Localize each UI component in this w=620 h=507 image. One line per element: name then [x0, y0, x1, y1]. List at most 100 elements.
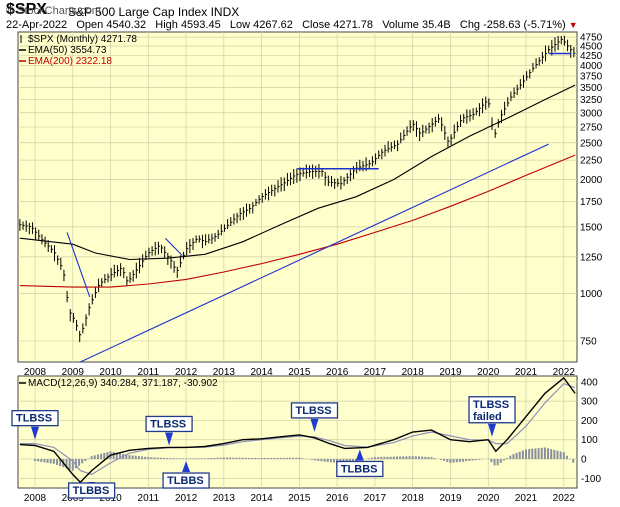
- trendline: [80, 143, 549, 363]
- macd-histogram-bar: [471, 459, 474, 461]
- high-label: High: [155, 19, 178, 31]
- macd-histogram-bar: [232, 457, 235, 460]
- macd-histogram-bar: [543, 447, 546, 460]
- macd-histogram-bar: [458, 459, 461, 462]
- macd-histogram-bar: [389, 456, 392, 460]
- macd-histogram-bar: [185, 458, 188, 460]
- macd-histogram-bar: [537, 448, 540, 460]
- macd-x-tick: 2008: [24, 493, 47, 504]
- annotation-label: TLBSS failed: [473, 399, 509, 423]
- macd-line: [19, 376, 576, 484]
- macd-histogram-bar: [348, 459, 351, 462]
- price-x-tick: 2019: [439, 367, 462, 378]
- price-y-tick: 4000: [580, 61, 603, 72]
- price-x-tick: 2014: [250, 367, 273, 378]
- macd-histogram-bar: [248, 457, 251, 460]
- price-y-tick: 1750: [580, 197, 603, 208]
- price-x-tick: 2013: [213, 367, 236, 378]
- macd-y-tick: 0: [581, 455, 587, 466]
- macd-histogram-bar: [443, 459, 446, 461]
- macd-histogram-bar: [301, 458, 304, 460]
- macd-histogram-bar: [144, 456, 147, 460]
- macd-histogram-bar: [169, 458, 172, 460]
- macd-histogram-bar: [46, 459, 49, 463]
- macd-histogram-bar: [150, 457, 153, 460]
- change-label: Chg: [459, 19, 481, 31]
- annotation-box: [68, 482, 116, 499]
- macd-histogram-bar: [288, 457, 291, 460]
- price-legend-item: $SPX (Monthly) 4271.78: [28, 34, 137, 45]
- annotation-box: [336, 460, 384, 478]
- macd-histogram-bar: [78, 459, 81, 466]
- high-value: 4593.45: [180, 19, 221, 31]
- macd-histogram-bar: [326, 459, 329, 462]
- macd-histogram-bar: [455, 459, 458, 463]
- annotation-arrow-icon: [355, 449, 364, 461]
- annotation-arrow-icon: [182, 461, 191, 473]
- macd-y-tick: 100: [581, 435, 598, 446]
- macd-histogram-bar: [421, 456, 424, 460]
- macd-histogram-bar: [33, 459, 36, 461]
- macd-x-tick: 2011: [138, 493, 160, 504]
- macd-histogram-bar: [59, 459, 62, 467]
- annotation-arrow-icon: [30, 426, 39, 440]
- price-panel: 750 1000 1250 1500 1750 2000 2250 2500 2750 3000 3…: [17, 31, 603, 378]
- macd-histogram-bar: [68, 459, 71, 470]
- macd-histogram-bar: [197, 458, 200, 460]
- macd-histogram-bar: [49, 459, 52, 464]
- macd-histogram-bar: [509, 455, 512, 460]
- low-label: Low: [229, 19, 251, 31]
- macd-histogram-bar: [367, 458, 370, 460]
- price-x-tick: 2020: [477, 367, 500, 378]
- macd-histogram-bar: [496, 459, 499, 466]
- macd-histogram-bar: [499, 459, 502, 463]
- macd-histogram-bar: [474, 459, 477, 461]
- macd-histogram-bar: [188, 458, 191, 460]
- macd-x-tick: 2015: [288, 493, 311, 504]
- macd-histogram-bar: [37, 459, 40, 462]
- macd-histogram-bar: [550, 449, 553, 460]
- macd-histogram-bar: [276, 457, 279, 460]
- macd-histogram-bar: [323, 459, 326, 462]
- macd-histogram-bar: [314, 459, 317, 461]
- macd-histogram-bar: [462, 459, 465, 462]
- annotation-label: TLBBS: [167, 475, 204, 487]
- annotation-label: TLBBS: [73, 485, 110, 497]
- macd-histogram-bar: [525, 449, 528, 460]
- macd-x-tick: 2013: [213, 493, 236, 504]
- macd-histogram-bar: [147, 457, 150, 460]
- macd-histogram-bar: [175, 458, 178, 460]
- macd-histogram-bar: [112, 451, 115, 460]
- macd-histogram-bar: [254, 457, 257, 460]
- price-y-tick: 2000: [580, 175, 603, 186]
- macd-histogram-bar: [427, 456, 430, 460]
- macd-histogram-bar: [200, 458, 203, 460]
- price-x-tick: 2011: [138, 367, 160, 378]
- price-x-tick: 2021: [515, 367, 538, 378]
- macd-histogram-bar: [565, 455, 568, 460]
- annotation-arrow-icon: [488, 423, 497, 437]
- macd-histogram-bar: [166, 458, 169, 460]
- macd-histogram-bar: [134, 455, 137, 460]
- macd-histogram-bar: [257, 458, 260, 460]
- price-y-tick: 3250: [580, 95, 603, 106]
- macd-x-tick: 2016: [326, 493, 349, 504]
- price-x-tick: 2010: [99, 367, 122, 378]
- macd-histogram-bar: [452, 459, 455, 463]
- macd-histogram-bar: [194, 458, 197, 460]
- macd-histogram-bar: [100, 453, 103, 460]
- security-full-name: S&P 500 Large Cap Index: [68, 5, 208, 19]
- macd-histogram-bar: [383, 456, 386, 460]
- macd-histogram-bar: [559, 451, 562, 460]
- price-y-tick: 750: [580, 336, 597, 347]
- macd-histogram-bar: [238, 457, 241, 460]
- macd-histogram-bar: [52, 459, 55, 464]
- macd-histogram-bar: [373, 457, 376, 460]
- macd-histogram-bar: [402, 456, 405, 460]
- macd-histogram-bar: [159, 457, 162, 460]
- macd-histogram-bar: [260, 458, 263, 460]
- price-x-tick: 2009: [62, 367, 85, 378]
- macd-histogram-bar: [295, 457, 298, 460]
- macd-histogram-bar: [244, 457, 247, 460]
- annotation-label: TLBSS: [295, 405, 331, 417]
